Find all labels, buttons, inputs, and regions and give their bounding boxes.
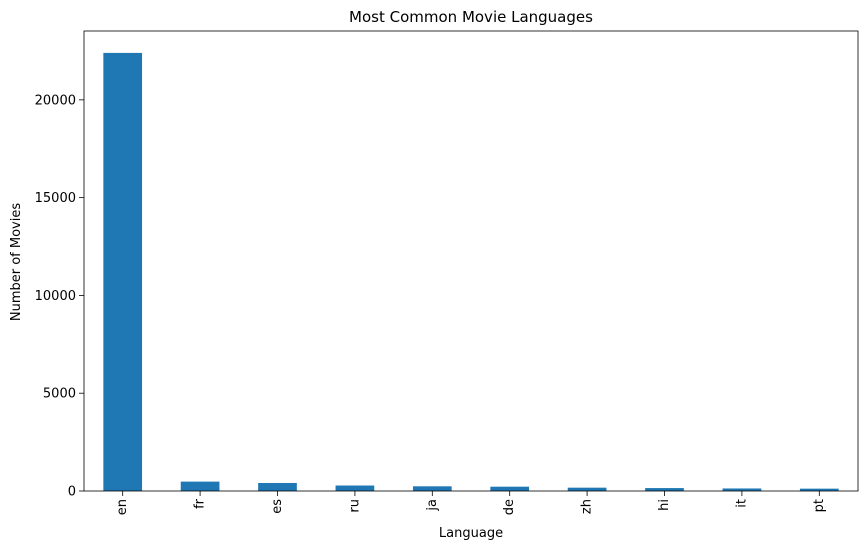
y-tick-label: 15000 [35,191,76,206]
x-tick-label: es [270,499,285,514]
y-tick-label: 0 [68,485,76,500]
x-tick-label: fr [193,498,208,509]
x-tick-label: en [115,499,130,515]
x-tick-label: zh [580,499,595,514]
y-tick-label: 5000 [43,387,76,402]
y-tick-label: 10000 [35,289,76,304]
x-tick-label: hi [657,499,672,511]
bar-pt [799,488,839,491]
x-tick-label: pt [812,499,827,512]
bar-hi [645,488,684,491]
x-tick-label: ru [347,499,362,513]
bar-de [490,486,530,491]
y-axis-label: Number of Movies [9,203,24,321]
bar-ja [412,486,452,491]
plot-frame [83,30,859,492]
x-tick-label: it [734,499,749,508]
bar-fr [180,481,220,491]
plot-area: 0 5000 10000 15000 20000 en fr es ru ja de zh hi it pt [35,30,859,515]
bar-es [258,482,297,491]
bar-it [722,488,762,491]
bar-zh [567,487,607,491]
x-tick-label: de [502,499,517,515]
x-axis-label: Language [439,526,503,541]
x-tick-label: ja [425,499,440,512]
y-tick-label: 20000 [35,93,76,108]
chart-title: Most Common Movie Languages [349,8,593,26]
bar-ru [335,485,375,491]
bar-en [103,52,143,492]
